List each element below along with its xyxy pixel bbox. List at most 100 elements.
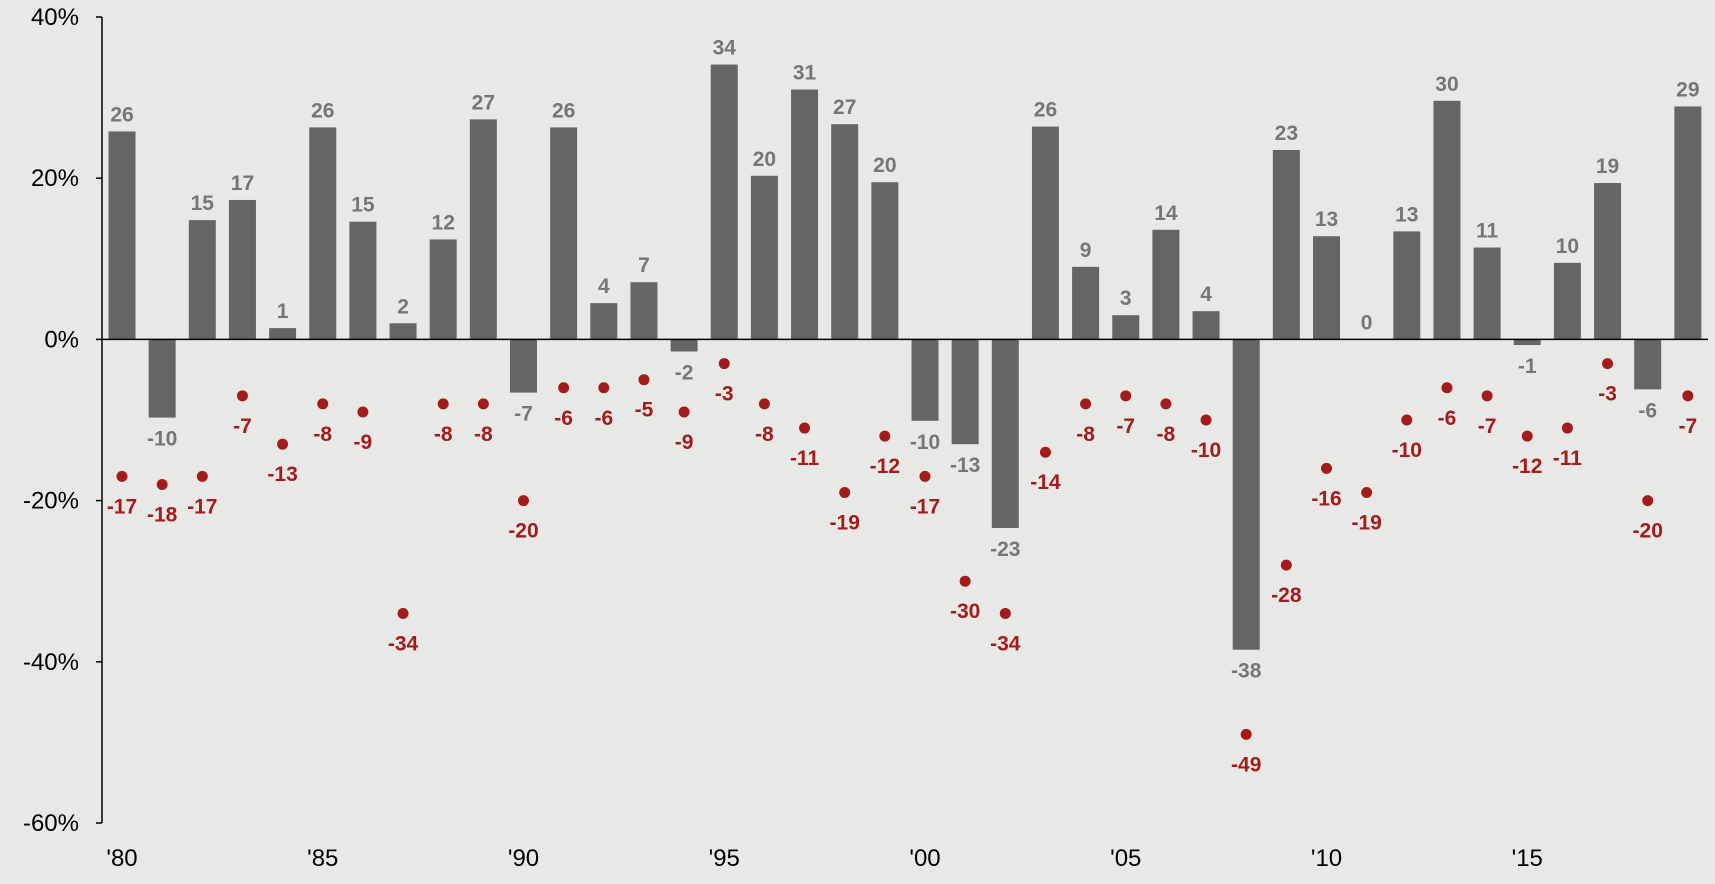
decline-value-label: -3 [1598, 383, 1617, 406]
bar [1634, 339, 1662, 390]
x-axis-ticks: '80 '85 '90 '95 '00 '05 '10 '15 [106, 845, 1543, 872]
bar [1553, 262, 1581, 340]
decline-point [1039, 446, 1051, 458]
decline-value-label: -8 [313, 423, 332, 446]
bar-value-label: 9 [1080, 239, 1092, 262]
bar-value-label: 0 [1361, 311, 1373, 334]
bar [1272, 149, 1300, 340]
decline-value-label: -19 [830, 512, 860, 535]
decline-value-label: -17 [107, 495, 137, 518]
bar-value-label: 17 [231, 172, 254, 195]
decline-point [839, 487, 851, 499]
decline-point [718, 358, 730, 370]
bar-value-label: 20 [753, 148, 776, 171]
bar [1433, 100, 1461, 340]
bar [349, 221, 377, 340]
bar [1313, 236, 1340, 340]
bar-value-label: -10 [910, 431, 940, 454]
bar [1192, 311, 1220, 340]
bar [630, 282, 658, 340]
decline-point [999, 607, 1011, 619]
bar [991, 339, 1019, 529]
bar [590, 303, 618, 340]
decline-point [598, 382, 610, 394]
bar-value-label: 29 [1676, 78, 1699, 101]
decline-point [357, 406, 369, 418]
decline-value-label: -5 [635, 399, 654, 422]
decline-value-label: -6 [594, 407, 613, 430]
y-tick-label: 0% [44, 326, 79, 353]
decline-value-label: -6 [554, 407, 573, 430]
decline-point [1361, 487, 1373, 499]
decline-value-label: -11 [790, 447, 820, 470]
decline-value-label: -14 [1030, 471, 1061, 494]
decline-value-label: -49 [1231, 753, 1261, 776]
bar-value-label: 4 [598, 275, 610, 298]
decline-point [116, 470, 128, 482]
bar-value-label: 26 [1034, 99, 1057, 122]
bar-value-label: 10 [1556, 235, 1579, 258]
y-tick-label: -60% [23, 810, 79, 837]
bar-value-label: 31 [793, 62, 817, 85]
y-tick-label: -20% [23, 488, 79, 515]
decline-value-label: -17 [187, 495, 217, 518]
bar [429, 239, 457, 340]
decline-point [919, 470, 931, 482]
decline-point [638, 374, 650, 386]
decline-value-label: -20 [1633, 520, 1663, 543]
decline-point [437, 398, 449, 410]
bar [1674, 106, 1702, 340]
dots: -17 -18 -17 -7 -13 -8 -9 -34 -8 -8 -20 -6 -6 -5 -9 -3 -8… [107, 358, 1697, 776]
bar-value-label: -6 [1638, 399, 1657, 422]
x-tick-label: '80 [106, 845, 137, 872]
decline-value-label: -12 [870, 455, 900, 478]
bar-value-label: 4 [1200, 283, 1212, 306]
bar-value-label: 19 [1596, 155, 1619, 178]
bar [389, 323, 417, 340]
bar-value-label: 26 [311, 99, 334, 122]
decline-point [1521, 430, 1533, 442]
decline-point [1602, 358, 1614, 370]
decline-value-label: -3 [715, 383, 734, 406]
decline-point [1682, 390, 1694, 402]
bar-value-label: 13 [1315, 208, 1338, 231]
decline-value-label: -34 [388, 632, 419, 655]
decline-point [397, 607, 409, 619]
decline-value-label: -20 [508, 520, 538, 543]
bar [228, 199, 256, 340]
bar [309, 127, 337, 340]
bar [710, 64, 738, 340]
decline-point [678, 406, 690, 418]
decline-value-label: -8 [434, 423, 453, 446]
decline-point [1441, 382, 1453, 394]
bar [791, 89, 819, 340]
decline-point [1321, 462, 1332, 474]
decline-value-label: -11 [1553, 447, 1583, 470]
decline-point [1401, 414, 1413, 426]
x-tick-label: '90 [508, 845, 539, 872]
decline-point [317, 398, 329, 410]
bar [1072, 266, 1100, 340]
decline-value-label: -7 [1679, 415, 1698, 438]
decline-value-label: -8 [755, 423, 774, 446]
y-tick-label: -40% [23, 649, 79, 676]
bar [670, 339, 698, 352]
bar-value-label: 1 [277, 300, 289, 323]
decline-point [879, 430, 891, 442]
bar-value-label: 20 [873, 154, 896, 177]
bar-value-label: 27 [472, 91, 495, 114]
y-tick-label: 40% [31, 4, 79, 31]
bar-value-label: 23 [1275, 122, 1298, 145]
decline-value-label: -7 [1116, 415, 1135, 438]
bar-value-label: 12 [432, 211, 455, 234]
bar-value-label: -38 [1231, 660, 1262, 683]
bar-value-label: -13 [950, 454, 980, 477]
bar-value-label: 14 [1154, 202, 1178, 225]
bar [1473, 247, 1501, 340]
bar-value-label: -2 [675, 361, 694, 384]
bar-value-label: 15 [191, 192, 215, 215]
decline-point [1120, 390, 1132, 402]
decline-value-label: -19 [1351, 512, 1381, 535]
y-axis-ticks: 40% 20% 0% -20% -40% -60% [23, 4, 102, 837]
